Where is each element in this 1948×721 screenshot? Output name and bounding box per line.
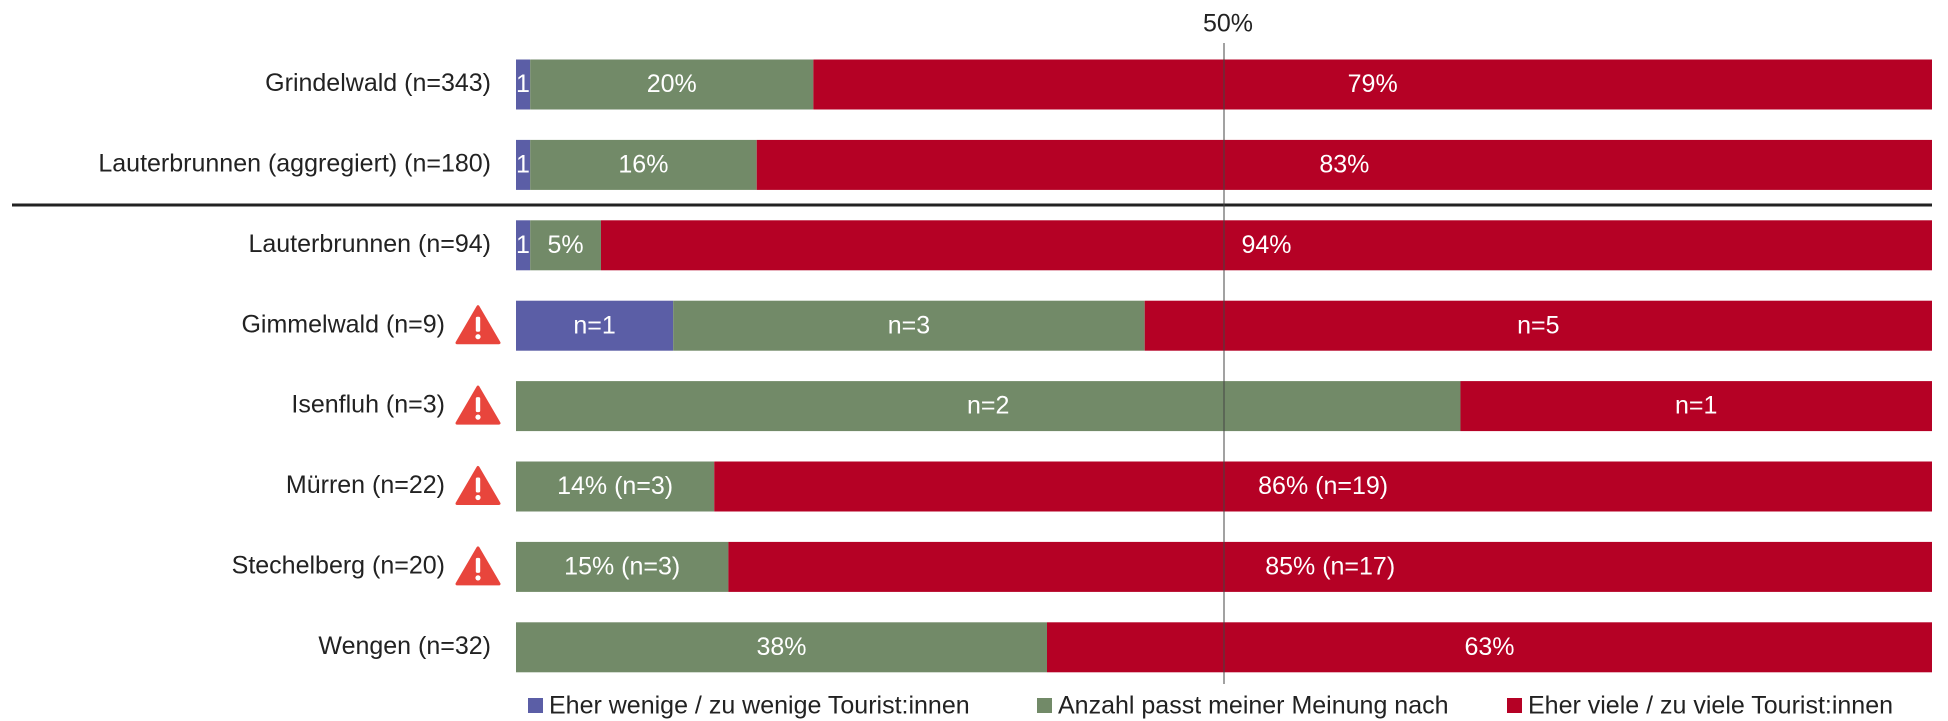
bar-segment (530, 139, 757, 190)
value-label: n=1 (573, 311, 615, 339)
bar-segment (516, 139, 531, 190)
bar-segment (530, 59, 814, 110)
legend-swatch (1507, 698, 1522, 713)
value-label: n=1 (1675, 392, 1717, 420)
warning-icon (455, 385, 501, 425)
value-label: 5% (547, 231, 583, 259)
bar-segment (516, 59, 531, 110)
bar-segment (516, 381, 1461, 432)
warning-bar (475, 316, 481, 332)
category-label: Grindelwald (n=343) (265, 69, 491, 97)
value-label: 94% (1241, 231, 1291, 259)
legend-label: Eher wenige / zu wenige Tourist:innen (549, 692, 970, 720)
bar-segment (516, 461, 715, 512)
value-label: n=3 (888, 311, 930, 339)
bar-segment (516, 541, 729, 592)
bar-segment (516, 622, 1047, 673)
warning-icon (455, 305, 501, 345)
bar-segment (728, 541, 1932, 592)
value-label: 85% (n=17) (1265, 553, 1395, 581)
warning-dot (475, 334, 481, 340)
legend-swatch (528, 698, 543, 713)
warning-bar (475, 557, 481, 573)
value-label: n=2 (967, 392, 1009, 420)
category-label: Lauterbrunnen (aggregiert) (n=180) (98, 150, 491, 178)
bar-segment (1047, 622, 1932, 673)
legend-label: Eher viele / zu viele Tourist:innen (1528, 692, 1893, 720)
value-label: 15% (n=3) (564, 553, 680, 581)
warning-dot (475, 494, 481, 501)
legend-label: Anzahl passt meiner Meinung nach (1058, 692, 1449, 720)
warning-icon (455, 546, 501, 586)
value-label: 38% (756, 633, 806, 661)
bar-segment (530, 220, 601, 271)
value-label: n=5 (1517, 311, 1559, 339)
category-label: Wengen (n=32) (318, 632, 491, 660)
warning-bar (475, 477, 481, 493)
bar-segment (516, 220, 531, 271)
warning-icon (455, 466, 501, 505)
category-label: Stechelberg (n=20) (232, 552, 445, 580)
reference-label: 50% (1203, 10, 1253, 38)
value-label: 16% (618, 151, 668, 179)
category-label: Mürren (n=22) (286, 471, 445, 499)
value-label: 79% (1348, 70, 1398, 98)
bar-segment (1144, 300, 1932, 351)
bar-segment (756, 139, 1932, 190)
legend-swatch (1037, 698, 1052, 713)
category-label: Isenfluh (n=3) (291, 391, 445, 419)
bar-segment (673, 300, 1145, 351)
value-label: 63% (1464, 633, 1514, 661)
bar-segment (1460, 381, 1932, 432)
value-label: 14% (n=3) (557, 472, 673, 500)
warning-dot (475, 414, 481, 420)
bar-segment (600, 220, 1933, 271)
value-label: 86% (n=19) (1258, 472, 1388, 500)
warning-dot (475, 575, 481, 581)
category-label: Lauterbrunnen (n=94) (248, 230, 491, 258)
warning-bar (475, 397, 481, 413)
bar-segment (813, 59, 1932, 110)
value-label: 83% (1319, 151, 1369, 179)
value-label: 20% (647, 70, 697, 98)
category-label: Gimmelwald (n=9) (241, 310, 445, 338)
bar-segment (714, 461, 1932, 512)
bar-segment (516, 300, 674, 351)
